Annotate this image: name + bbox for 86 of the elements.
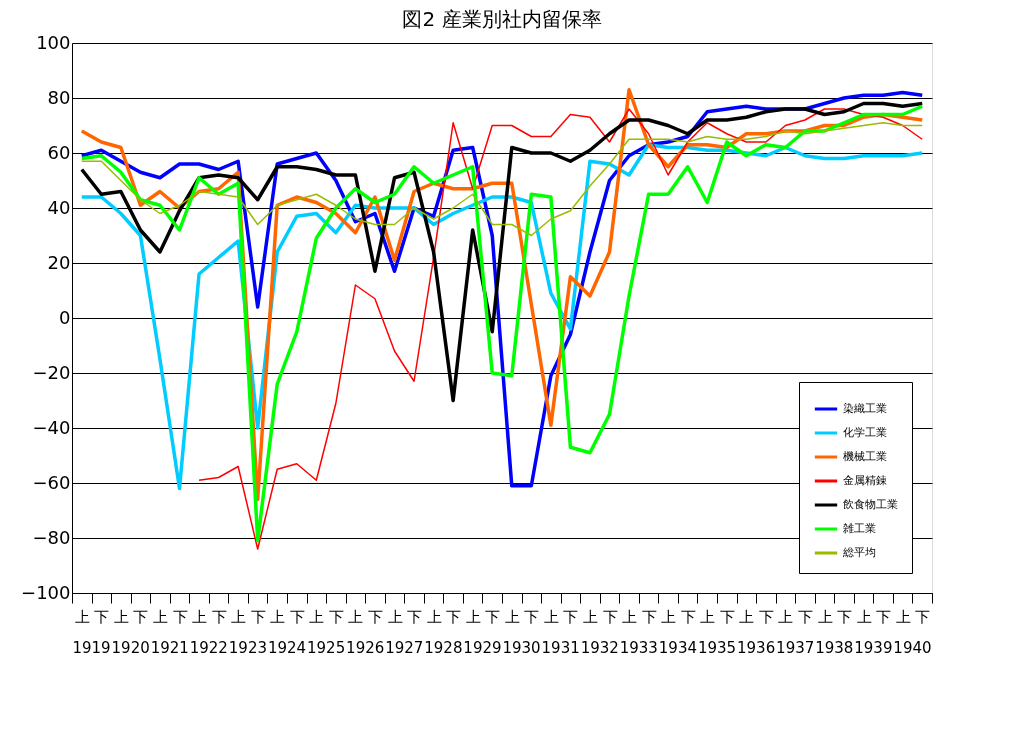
x-tick-label: 上 [309, 607, 325, 626]
x-tick-label: 上 [739, 607, 755, 626]
text: 1927 [385, 639, 424, 657]
x-tick-label: 上 [74, 607, 90, 626]
chart-title: 図2 産業別社内留保率 [402, 7, 602, 31]
text: 1921 [150, 639, 189, 657]
text: 1938 [815, 639, 854, 657]
x-tick-label: 下 [485, 607, 501, 626]
x-tick-label: 上 [113, 607, 129, 626]
x-tick-label: 下 [915, 607, 931, 626]
legend-label: 染織工業 [843, 402, 887, 415]
y-tick-label: 80 [47, 86, 71, 108]
x-tick-label: 下 [797, 607, 813, 626]
text: 1931 [541, 639, 580, 657]
x-tick-label: 上 [895, 607, 911, 626]
y-tick-label: −80 [32, 526, 71, 548]
x-tick-label: 下 [758, 607, 774, 626]
y-tick-label: 40 [47, 196, 71, 218]
legend-label: 金属精錬 [843, 474, 887, 487]
x-tick-label: 下 [876, 607, 892, 626]
text: 1923 [228, 639, 267, 657]
x-tick-label: 上 [543, 607, 559, 626]
x-tick-label: 上 [582, 607, 598, 626]
text: 1936 [737, 639, 776, 657]
x-tick-label: 下 [250, 607, 266, 626]
x-tick-label: 上 [270, 607, 286, 626]
x-tick-label: 上 [426, 607, 442, 626]
text: 1925 [307, 639, 346, 657]
x-tick-label: 下 [172, 607, 188, 626]
y-tick-label: 0 [59, 306, 71, 328]
x-tick-label: 上 [348, 607, 364, 626]
x-tick-label: 上 [504, 607, 520, 626]
text: 1929 [463, 639, 502, 657]
text: 1933 [619, 639, 658, 657]
y-tick-label: 100 [36, 31, 71, 53]
text: 1924 [267, 639, 307, 657]
text: 1935 [697, 639, 737, 657]
x-tick-label: 下 [680, 607, 696, 626]
text: 1934 [658, 639, 697, 657]
y-tick-label: 20 [47, 251, 71, 273]
x-tick-label: 上 [465, 607, 481, 626]
text: 1919 [72, 639, 111, 657]
x-tick-label: 上 [387, 607, 403, 626]
text: 1930 [502, 639, 541, 657]
y-tick-label: 60 [47, 141, 71, 163]
x-tick-label: 下 [641, 607, 657, 626]
text: 1932 [580, 639, 619, 657]
text: 1922 [189, 639, 228, 657]
x-tick-label: 上 [152, 607, 168, 626]
x-tick-label: 下 [563, 607, 579, 626]
y-tick-label: −100 [21, 581, 71, 603]
x-tick-label: 下 [407, 607, 423, 626]
x-tick-label: 下 [602, 607, 618, 626]
x-tick-label: 上 [700, 607, 716, 626]
text: 1940 [893, 639, 932, 657]
x-tick-label: 上 [231, 607, 247, 626]
legend-label: 化学工業 [843, 426, 887, 439]
x-tick-label: 下 [289, 607, 305, 626]
x-tick-label: 下 [837, 607, 853, 626]
x-tick-label: 上 [661, 607, 677, 626]
legend-label: 飲食物工業 [843, 498, 898, 511]
x-tick-label: 下 [719, 607, 735, 626]
legend-label: 機械工業 [843, 450, 887, 463]
x-tick-label: 下 [367, 607, 383, 626]
x-tick-label: 上 [622, 607, 638, 626]
y-tick-label: −60 [32, 471, 71, 493]
y-tick-label: −40 [32, 416, 71, 438]
text: 1928 [424, 639, 463, 657]
x-tick-label: 下 [524, 607, 540, 626]
text: 1920 [111, 639, 150, 657]
x-tick-label: 下 [133, 607, 149, 626]
x-tick-label: 上 [817, 607, 833, 626]
y-tick-label: −20 [32, 361, 71, 383]
x-tick-label: 下 [446, 607, 462, 626]
line-series [81, 122, 923, 237]
legend-label: 総平均 [842, 546, 876, 559]
legend-label: 雑工業 [843, 522, 876, 535]
x-tick-label: 下 [211, 607, 227, 626]
text: 1939 [854, 639, 893, 657]
x-tick-label: 上 [192, 607, 208, 626]
x-tick-label: 下 [328, 607, 344, 626]
text: 1926 [346, 639, 385, 657]
text: 1937 [776, 639, 815, 657]
x-tick-label: 上 [856, 607, 872, 626]
x-tick-label: 下 [94, 607, 110, 626]
x-tick-label: 上 [778, 607, 794, 626]
